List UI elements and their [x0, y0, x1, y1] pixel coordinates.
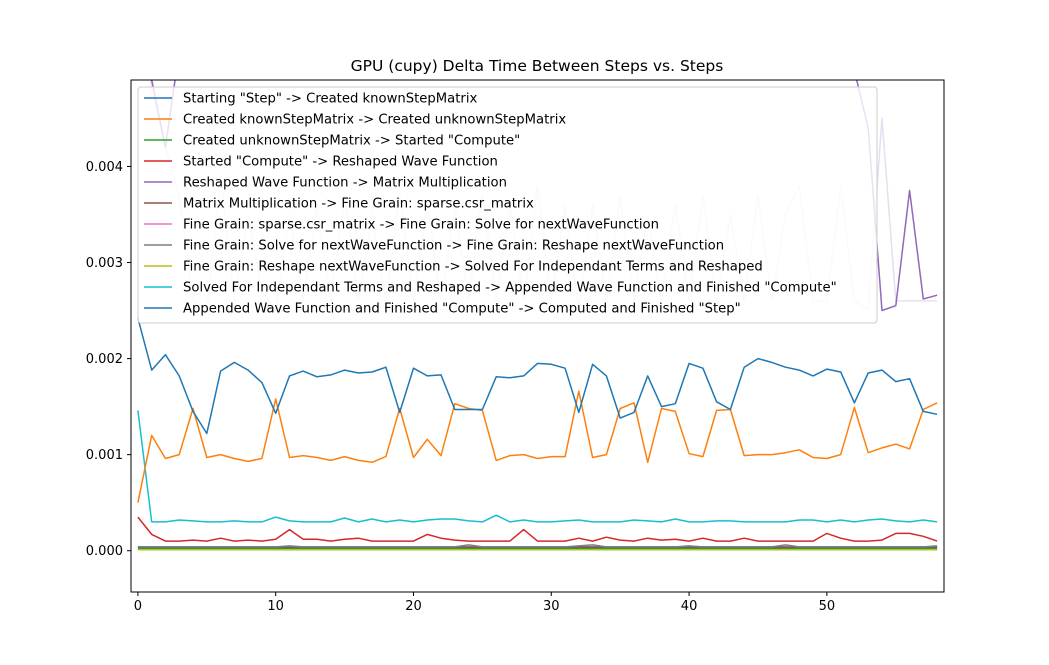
axes-frame — [130, 79, 945, 593]
chart-title: GPU (cupy) Delta Time Between Steps vs. … — [351, 57, 724, 75]
series-line-11 — [137, 318, 938, 435]
series-line-4 — [137, 516, 938, 542]
legend-label-5: Reshaped Wave Function -> Matrix Multipl… — [183, 176, 507, 191]
x-tick-label: 30 — [543, 599, 560, 614]
series-line-2 — [137, 390, 938, 503]
legend-label-8: Fine Grain: Solve for nextWaveFunction -… — [183, 239, 724, 254]
x-tick-label: 0 — [134, 599, 142, 614]
series-line-10 — [137, 410, 938, 523]
y-tick-label: 0.001 — [86, 448, 123, 463]
legend-label-4: Started "Compute" -> Reshaped Wave Funct… — [183, 155, 498, 170]
legend-label-9: Fine Grain: Reshape nextWaveFunction -> … — [183, 260, 763, 275]
y-tick-label: 0.000 — [86, 544, 123, 559]
x-tick-label: 20 — [405, 599, 422, 614]
legend-label-1: Starting "Step" -> Created knownStepMatr… — [183, 92, 477, 107]
legend-label-6: Matrix Multiplication -> Fine Grain: spa… — [183, 197, 534, 212]
x-tick-label: 50 — [819, 599, 836, 614]
series-line-8 — [137, 544, 938, 548]
legend-label-2: Created knownStepMatrix -> Created unkno… — [183, 113, 566, 128]
legend-label-3: Created unknownStepMatrix -> Started "Co… — [183, 134, 520, 149]
legend-label-7: Fine Grain: sparse.csr_matrix -> Fine Gr… — [183, 218, 659, 233]
x-tick-label: 40 — [681, 599, 698, 614]
y-tick-label: 0.004 — [86, 160, 123, 175]
legend-label-11: Appended Wave Function and Finished "Com… — [183, 302, 741, 317]
legend: Starting "Step" -> Created knownStepMatr… — [137, 86, 878, 324]
y-tick-label: 0.002 — [86, 352, 123, 367]
legend-box — [137, 86, 878, 324]
x-axis: 0 10 20 30 40 50 — [134, 592, 835, 614]
y-tick-label: 0.003 — [86, 256, 123, 271]
y-axis: 0.000 0.001 0.002 0.003 0.004 — [86, 160, 131, 559]
x-tick-label: 10 — [267, 599, 284, 614]
legend-label-10: Solved For Independant Terms and Reshape… — [183, 281, 837, 296]
